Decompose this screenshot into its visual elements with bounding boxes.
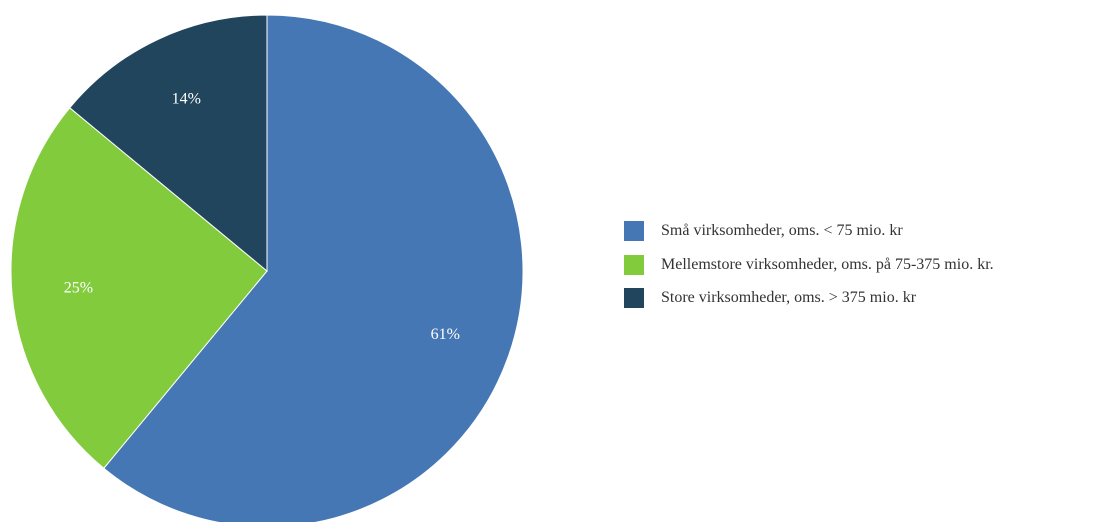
pie-value-label-small: 61% (431, 326, 460, 343)
pie-slice-large (69, 14, 268, 273)
legend-label-small: Små virksomheder, oms. < 75 mio. kr (661, 222, 903, 239)
pie-chart: 61% 25% 14% (10, 14, 524, 522)
pie-slice-medium (10, 107, 268, 469)
pie-slices (10, 14, 524, 522)
pie-value-label-medium: 25% (64, 279, 93, 296)
pie-slice-small (103, 14, 524, 522)
legend-swatch-small (624, 221, 644, 241)
legend-item-large: Store virksomheder, oms. > 375 mio. kr (624, 288, 994, 308)
legend-swatch-medium (624, 254, 644, 275)
legend-swatch-large (624, 288, 644, 308)
legend-label-large: Store virksomheder, oms. > 375 mio. kr (661, 289, 917, 306)
legend-label-medium: Mellemstore virksomheder, oms. på 75-375… (661, 255, 994, 273)
legend: Små virksomheder, oms. < 75 mio. kr Mell… (624, 221, 994, 322)
legend-item-medium: Mellemstore virksomheder, oms. på 75-375… (624, 254, 994, 275)
legend-item-small: Små virksomheder, oms. < 75 mio. kr (624, 221, 994, 241)
pie-value-label-large: 14% (172, 90, 201, 107)
pie-value-labels: 61% 25% 14% (64, 90, 460, 343)
